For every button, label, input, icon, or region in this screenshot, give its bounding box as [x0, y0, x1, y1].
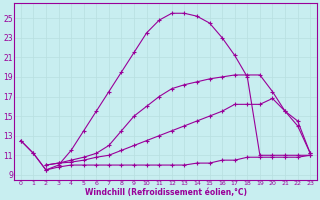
X-axis label: Windchill (Refroidissement éolien,°C): Windchill (Refroidissement éolien,°C)	[84, 188, 246, 197]
